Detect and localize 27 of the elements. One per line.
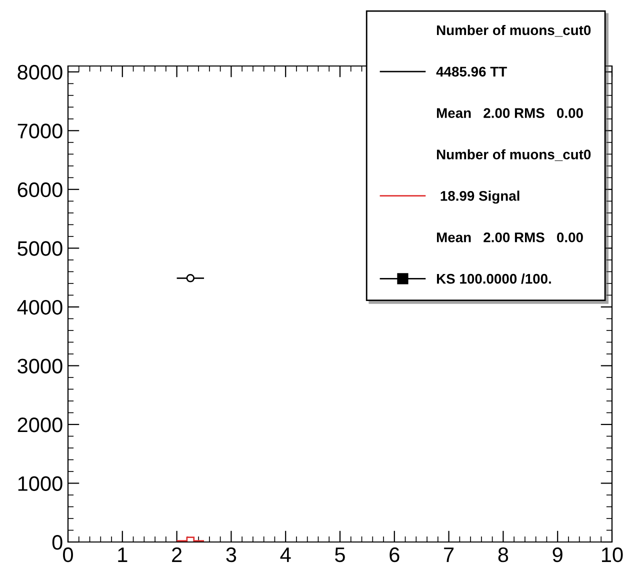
y-tick-label: 2000 (18, 417, 62, 432)
x-tick-label: 4 (280, 548, 291, 562)
annotation: KS 100.0000 /100. (436, 274, 551, 284)
x-tick-label: 7 (444, 548, 454, 562)
y-tick-label: 7000 (18, 124, 62, 138)
legend-label: 18.99 Signal (440, 190, 520, 204)
y-tick-label: 4000 (17, 300, 62, 315)
x-tick-label: 3 (226, 547, 236, 562)
y-tick-label: 8000 (18, 64, 62, 80)
text: Number of muons_cut0 (436, 24, 591, 37)
y-tick-label: 0 (52, 535, 62, 550)
x-tick-label: 6 (390, 547, 400, 562)
annotation: Mean 2.00 RMS 0.00 (436, 108, 583, 118)
x-tick-label: 2 (172, 547, 182, 562)
x-tick-label: 9 (552, 547, 562, 562)
x-tick-label: 8 (498, 547, 508, 562)
y-tick-label: 6000 (18, 182, 62, 198)
x-tick-label: 1 (118, 548, 128, 562)
legend-label: 4485.96 TT (436, 66, 507, 77)
y-tick-label: 5000 (18, 241, 62, 256)
annotation: Number of muons_cut0 (436, 149, 591, 161)
y-tick-label: 3000 (18, 358, 62, 374)
x-tick-label: 10 (602, 547, 623, 562)
y-tick-label: 1000 (18, 476, 62, 491)
x-tick-label: 5 (335, 548, 345, 562)
x-tick-label: 0 (63, 547, 73, 562)
annotation: Mean 2.00 RMS 0.00 (436, 232, 583, 242)
